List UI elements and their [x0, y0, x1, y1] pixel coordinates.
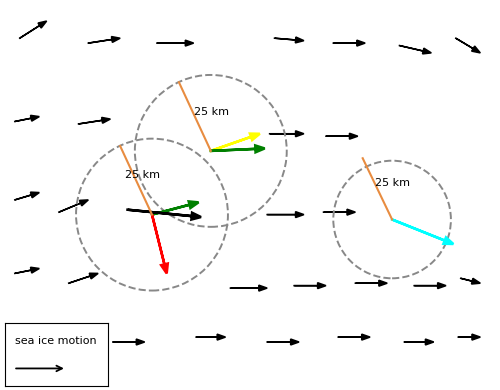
Text: 25 km: 25 km	[125, 170, 160, 181]
FancyArrow shape	[274, 37, 304, 43]
FancyArrow shape	[211, 134, 260, 151]
FancyArrow shape	[460, 278, 480, 284]
FancyArrow shape	[20, 21, 46, 38]
FancyArrow shape	[211, 145, 264, 152]
Text: 25 km: 25 km	[194, 107, 228, 117]
FancyArrow shape	[78, 117, 110, 124]
FancyArrow shape	[334, 40, 365, 46]
FancyArrow shape	[128, 210, 201, 220]
FancyArrow shape	[267, 212, 304, 218]
FancyArrow shape	[15, 192, 40, 200]
FancyArrow shape	[392, 220, 454, 244]
FancyArrow shape	[270, 131, 304, 136]
FancyArrow shape	[59, 200, 88, 212]
FancyArrow shape	[88, 37, 120, 43]
FancyArrow shape	[113, 339, 144, 345]
FancyArrow shape	[456, 38, 480, 53]
FancyArrow shape	[230, 285, 267, 291]
FancyArrow shape	[196, 334, 226, 340]
FancyArrow shape	[400, 46, 432, 54]
FancyArrow shape	[356, 280, 387, 286]
FancyArrow shape	[324, 209, 356, 215]
FancyArrow shape	[152, 215, 168, 273]
FancyArrow shape	[152, 201, 198, 215]
FancyArrow shape	[15, 267, 40, 273]
FancyArrow shape	[414, 283, 446, 289]
FancyArrow shape	[157, 40, 194, 46]
FancyArrow shape	[15, 115, 40, 122]
FancyArrow shape	[24, 334, 54, 340]
FancyArrow shape	[404, 339, 434, 345]
FancyArrow shape	[267, 339, 299, 345]
FancyArrow shape	[68, 273, 98, 283]
FancyArrow shape	[458, 334, 480, 340]
FancyArrow shape	[338, 334, 370, 340]
Text: 25 km: 25 km	[375, 178, 410, 188]
FancyArrow shape	[326, 133, 358, 139]
FancyArrow shape	[294, 283, 326, 289]
